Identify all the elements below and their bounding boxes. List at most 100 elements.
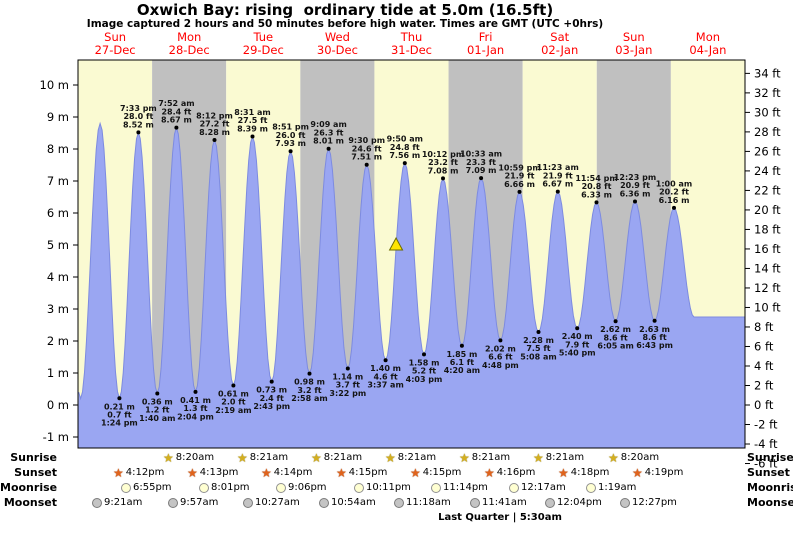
right-axis-label: 26 ft — [754, 144, 781, 158]
tide-extreme-dot — [307, 371, 312, 376]
almanac-event: 6:55pm — [121, 480, 172, 495]
event-time: 4:14pm — [273, 467, 313, 478]
almanac-label-right: Moonrise — [747, 481, 793, 494]
high-tide-label: 10:12 pm 23.2 ft 7.08 m — [422, 150, 464, 175]
high-tide-label: 12:23 pm 20.9 ft 6.36 m — [614, 173, 656, 198]
moonrise-icon — [354, 482, 364, 493]
tide-extreme-dot — [555, 189, 560, 194]
almanac-event: 9:21am — [92, 495, 142, 510]
tide-extreme-dot — [155, 391, 160, 396]
almanac-event: 12:04pm — [545, 495, 602, 510]
right-axis-label: -4 ft — [754, 437, 778, 451]
day-label: Sun 03-Jan — [615, 30, 652, 57]
almanac-event: ★ 8:21am — [385, 450, 436, 465]
almanac-label-left: Sunrise — [10, 451, 57, 464]
event-time: 9:57am — [180, 497, 219, 508]
right-axis-label: 18 ft — [754, 222, 781, 236]
almanac-event: 10:11pm — [354, 480, 411, 495]
almanac-label-right: Sunset — [747, 466, 790, 479]
almanac-event: ★ 4:12pm — [113, 465, 164, 480]
low-tide-label: 1.14 m 3.7 ft 3:22 pm — [329, 373, 366, 398]
left-axis-label: 1 m — [47, 366, 69, 380]
moonset-icon — [243, 497, 253, 508]
low-tide-label: 1.40 m 4.6 ft 3:37 am — [367, 364, 403, 389]
high-tide-label: 10:59 pm 21.9 ft 6.66 m — [498, 163, 540, 188]
event-time: 8:21am — [397, 452, 437, 463]
right-axis-label: 30 ft — [754, 105, 781, 119]
moon-phase-note: Last Quarter | 5:30am — [438, 512, 562, 523]
almanac-event: ★ 8:21am — [533, 450, 584, 465]
day-label: Sun 27-Dec — [95, 30, 136, 57]
almanac-event: ★ 4:14pm — [261, 465, 312, 480]
tide-extreme-dot — [345, 366, 350, 371]
left-axis-label: 4 m — [47, 270, 69, 284]
tide-extreme-dot — [672, 205, 676, 210]
moonset-icon — [620, 497, 630, 508]
event-time: 8:21am — [323, 452, 363, 463]
low-tide-label: 0.41 m 1.3 ft 2:04 pm — [177, 396, 214, 421]
almanac-row-sunset: Sunset Sunset ★ 4:12pm ★ 4:13pm ★ 4:14pm ★ 4:15pm… — [0, 465, 793, 480]
event-time: 12:17am — [521, 482, 566, 493]
event-time: 8:21am — [471, 452, 511, 463]
tide-extreme-dot — [498, 338, 503, 343]
sunset-icon: ★ — [410, 465, 421, 480]
left-axis-label: 2 m — [47, 334, 69, 348]
tide-extreme-dot — [536, 330, 541, 334]
almanac-event: 12:27pm — [620, 495, 677, 510]
tide-extreme-dot — [250, 134, 255, 139]
almanac-event: 10:27am — [243, 495, 300, 510]
event-time: 4:16pm — [496, 467, 536, 478]
almanac-event: 11:18am — [394, 495, 451, 510]
sunset-icon: ★ — [261, 465, 272, 480]
almanac-row-moonset: Moonset Moonset 9:21am 9:57am 10:27am 10:54am… — [0, 495, 793, 510]
moonset-icon — [394, 497, 404, 508]
tide-extreme-dot — [117, 396, 122, 401]
almanac-event: ★ 4:15pm — [336, 465, 387, 480]
moonrise-icon — [431, 482, 441, 493]
low-tide-label: 2.63 m 8.6 ft 6:43 pm — [636, 325, 673, 350]
right-axis-label: 28 ft — [754, 125, 781, 139]
day-label: Tue 29-Dec — [243, 30, 284, 57]
high-tide-label: 11:23 am 21.9 ft 6.67 m — [537, 163, 579, 188]
high-tide-label: 7:33 pm 28.0 ft 8.52 m — [120, 104, 157, 129]
sunrise-icon: ★ — [459, 450, 470, 465]
right-axis-label: 34 ft — [754, 66, 781, 80]
low-tide-label: 0.21 m 0.7 ft 1:24 pm — [101, 402, 138, 427]
high-tide-label: 9:50 am 24.8 ft 7.56 m — [387, 135, 423, 160]
moonset-icon — [92, 497, 102, 508]
almanac-event: 12:17am — [509, 480, 566, 495]
tide-extreme-dot — [193, 389, 198, 394]
tide-extreme-dot — [383, 358, 388, 363]
high-tide-label: 1:00 am 20.2 ft 6.16 m — [656, 179, 692, 204]
event-time: 10:11pm — [366, 482, 411, 493]
tide-extreme-dot — [174, 125, 179, 130]
tide-curve-area — [78, 123, 745, 449]
event-time: 6:55pm — [133, 482, 172, 493]
left-axis-label: 10 m — [40, 78, 70, 92]
tide-extreme-dot — [269, 379, 274, 384]
almanac-event: ★ 4:15pm — [410, 465, 461, 480]
event-time: 9:06pm — [288, 482, 327, 493]
current-tide-marker — [388, 236, 404, 251]
almanac-event: ★ 4:13pm — [187, 465, 238, 480]
event-time: 4:19pm — [644, 467, 684, 478]
sunrise-icon: ★ — [533, 450, 544, 465]
left-axis-label: 0 m — [47, 398, 69, 412]
tide-extreme-dot — [479, 176, 484, 181]
right-axis-label: 20 ft — [754, 203, 781, 217]
almanac-event: ★ 4:19pm — [632, 465, 683, 480]
tide-extreme-dot — [231, 383, 236, 388]
tide-extreme-dot — [594, 200, 599, 205]
right-axis-label: 16 ft — [754, 242, 781, 256]
moonrise-icon — [586, 482, 596, 493]
tide-extreme-dot — [136, 130, 141, 135]
low-tide-label: 1.85 m 6.1 ft 4:20 am — [444, 350, 480, 375]
left-axis-label: -1 m — [43, 430, 69, 444]
event-time: 8:20am — [175, 452, 215, 463]
low-tide-label: 0.98 m 3.2 ft 2:58 am — [291, 378, 327, 403]
almanac-event: 11:41am — [470, 495, 527, 510]
day-label: Sat 02-Jan — [541, 30, 578, 57]
tide-extreme-dot — [212, 138, 217, 142]
left-axis-label: 5 m — [47, 238, 69, 252]
